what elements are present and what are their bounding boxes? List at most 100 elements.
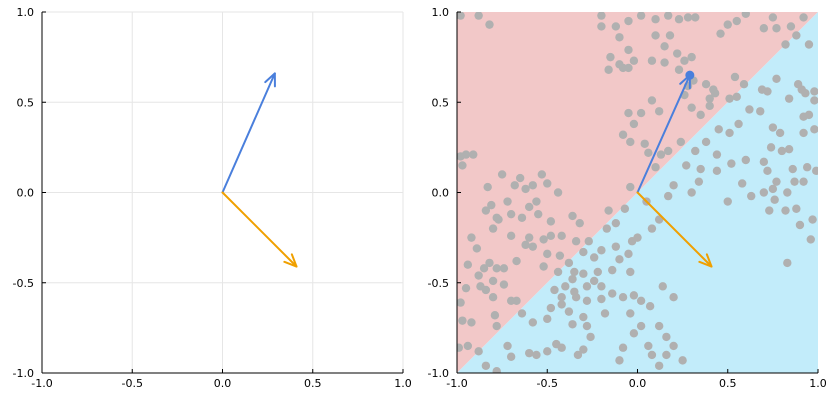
x-tick-label: 0.5: [304, 377, 322, 390]
data-point: [759, 24, 769, 33]
x-tick-label: 1.0: [394, 377, 412, 390]
data-point: [604, 65, 613, 74]
x-tick-label: 0.0: [629, 377, 647, 390]
vector-plot-panel: -1.0 -0.5 0.0 0.5 1.0 -1.0 -0.5 0.0 0.5 1.0: [13, 6, 412, 390]
data-point: [557, 300, 566, 309]
x-tick-label: -0.5: [537, 377, 558, 390]
data-point: [654, 107, 664, 116]
data-point: [543, 347, 552, 356]
data-point: [624, 108, 633, 118]
data-point: [618, 130, 628, 139]
data-point: [474, 12, 483, 20]
data-point: [765, 206, 774, 215]
data-point: [461, 150, 471, 159]
data-point: [571, 237, 581, 246]
x-tick-label: -1.0: [446, 377, 467, 390]
data-point: [680, 56, 689, 65]
data-point: [615, 356, 624, 365]
y-tick-label: 0.0: [432, 187, 450, 200]
highlight-point: [685, 70, 695, 80]
data-point: [673, 49, 682, 58]
data-point: [629, 119, 639, 129]
data-point: [801, 89, 810, 98]
data-point: [537, 170, 547, 179]
data-point: [777, 146, 787, 156]
axes-frame: [456, 11, 819, 374]
data-point: [651, 31, 660, 40]
data-point: [510, 181, 519, 190]
data-point: [557, 231, 566, 241]
y-tick-label: -0.5: [428, 277, 449, 290]
data-point: [727, 159, 736, 168]
data-point: [615, 33, 624, 42]
data-point: [497, 170, 507, 179]
data-point: [741, 12, 750, 19]
data-point: [656, 150, 666, 159]
data-point: [804, 110, 814, 120]
data-point: [543, 249, 552, 259]
data-point: [636, 296, 646, 305]
data-point: [474, 271, 483, 280]
data-point: [682, 161, 691, 170]
data-point: [783, 258, 792, 268]
data-point: [694, 177, 704, 186]
data-point: [550, 285, 559, 295]
scatter-points: [457, 12, 818, 373]
x-tick-label: 0.5: [719, 377, 737, 390]
data-point: [492, 264, 501, 273]
data-point: [757, 85, 767, 94]
data-point: [784, 144, 794, 154]
data-point: [662, 332, 671, 342]
data-point: [663, 191, 673, 201]
data-point: [525, 348, 534, 358]
data-point: [499, 280, 509, 289]
data-point: [624, 45, 633, 55]
data-point: [647, 56, 657, 65]
data-point: [640, 139, 649, 148]
data-point: [723, 197, 732, 206]
data-point: [463, 341, 473, 351]
data-point: [781, 40, 790, 49]
data-point: [810, 125, 818, 134]
data-point: [474, 347, 483, 356]
data-point: [804, 40, 814, 49]
data-point: [575, 218, 584, 228]
data-point: [532, 197, 541, 206]
data-point: [472, 244, 482, 253]
data-point: [469, 150, 478, 159]
data-point: [534, 209, 543, 219]
data-point: [701, 137, 711, 147]
data-point: [739, 80, 749, 89]
data-point: [517, 309, 527, 318]
data-point: [674, 15, 684, 24]
data-point: [597, 282, 606, 291]
data-point: [770, 195, 779, 204]
data-point: [712, 150, 722, 159]
data-point: [600, 309, 610, 318]
data-point: [799, 177, 808, 186]
data-point: [725, 128, 734, 138]
data-point: [669, 341, 678, 351]
data-point: [602, 224, 612, 233]
data-point: [517, 213, 527, 222]
data-point: [772, 24, 781, 33]
data-point: [543, 314, 552, 324]
data-point: [730, 72, 740, 82]
data-point: [772, 74, 781, 83]
data-point: [503, 341, 512, 351]
data-point: [783, 188, 792, 197]
data-point: [716, 29, 725, 38]
data-point: [810, 87, 818, 96]
y-tick-label: 0.0: [17, 187, 35, 200]
data-point: [645, 302, 655, 311]
data-point: [810, 96, 818, 105]
data-point: [768, 13, 778, 22]
data-point: [488, 224, 498, 233]
data-point: [669, 292, 678, 302]
x-tick-labels: -1.0 -0.5 0.0 0.5 1.0: [446, 377, 826, 390]
data-point: [539, 262, 548, 271]
data-point: [732, 92, 741, 102]
data-point: [582, 282, 592, 291]
data-point: [582, 296, 592, 305]
data-point: [506, 209, 516, 219]
